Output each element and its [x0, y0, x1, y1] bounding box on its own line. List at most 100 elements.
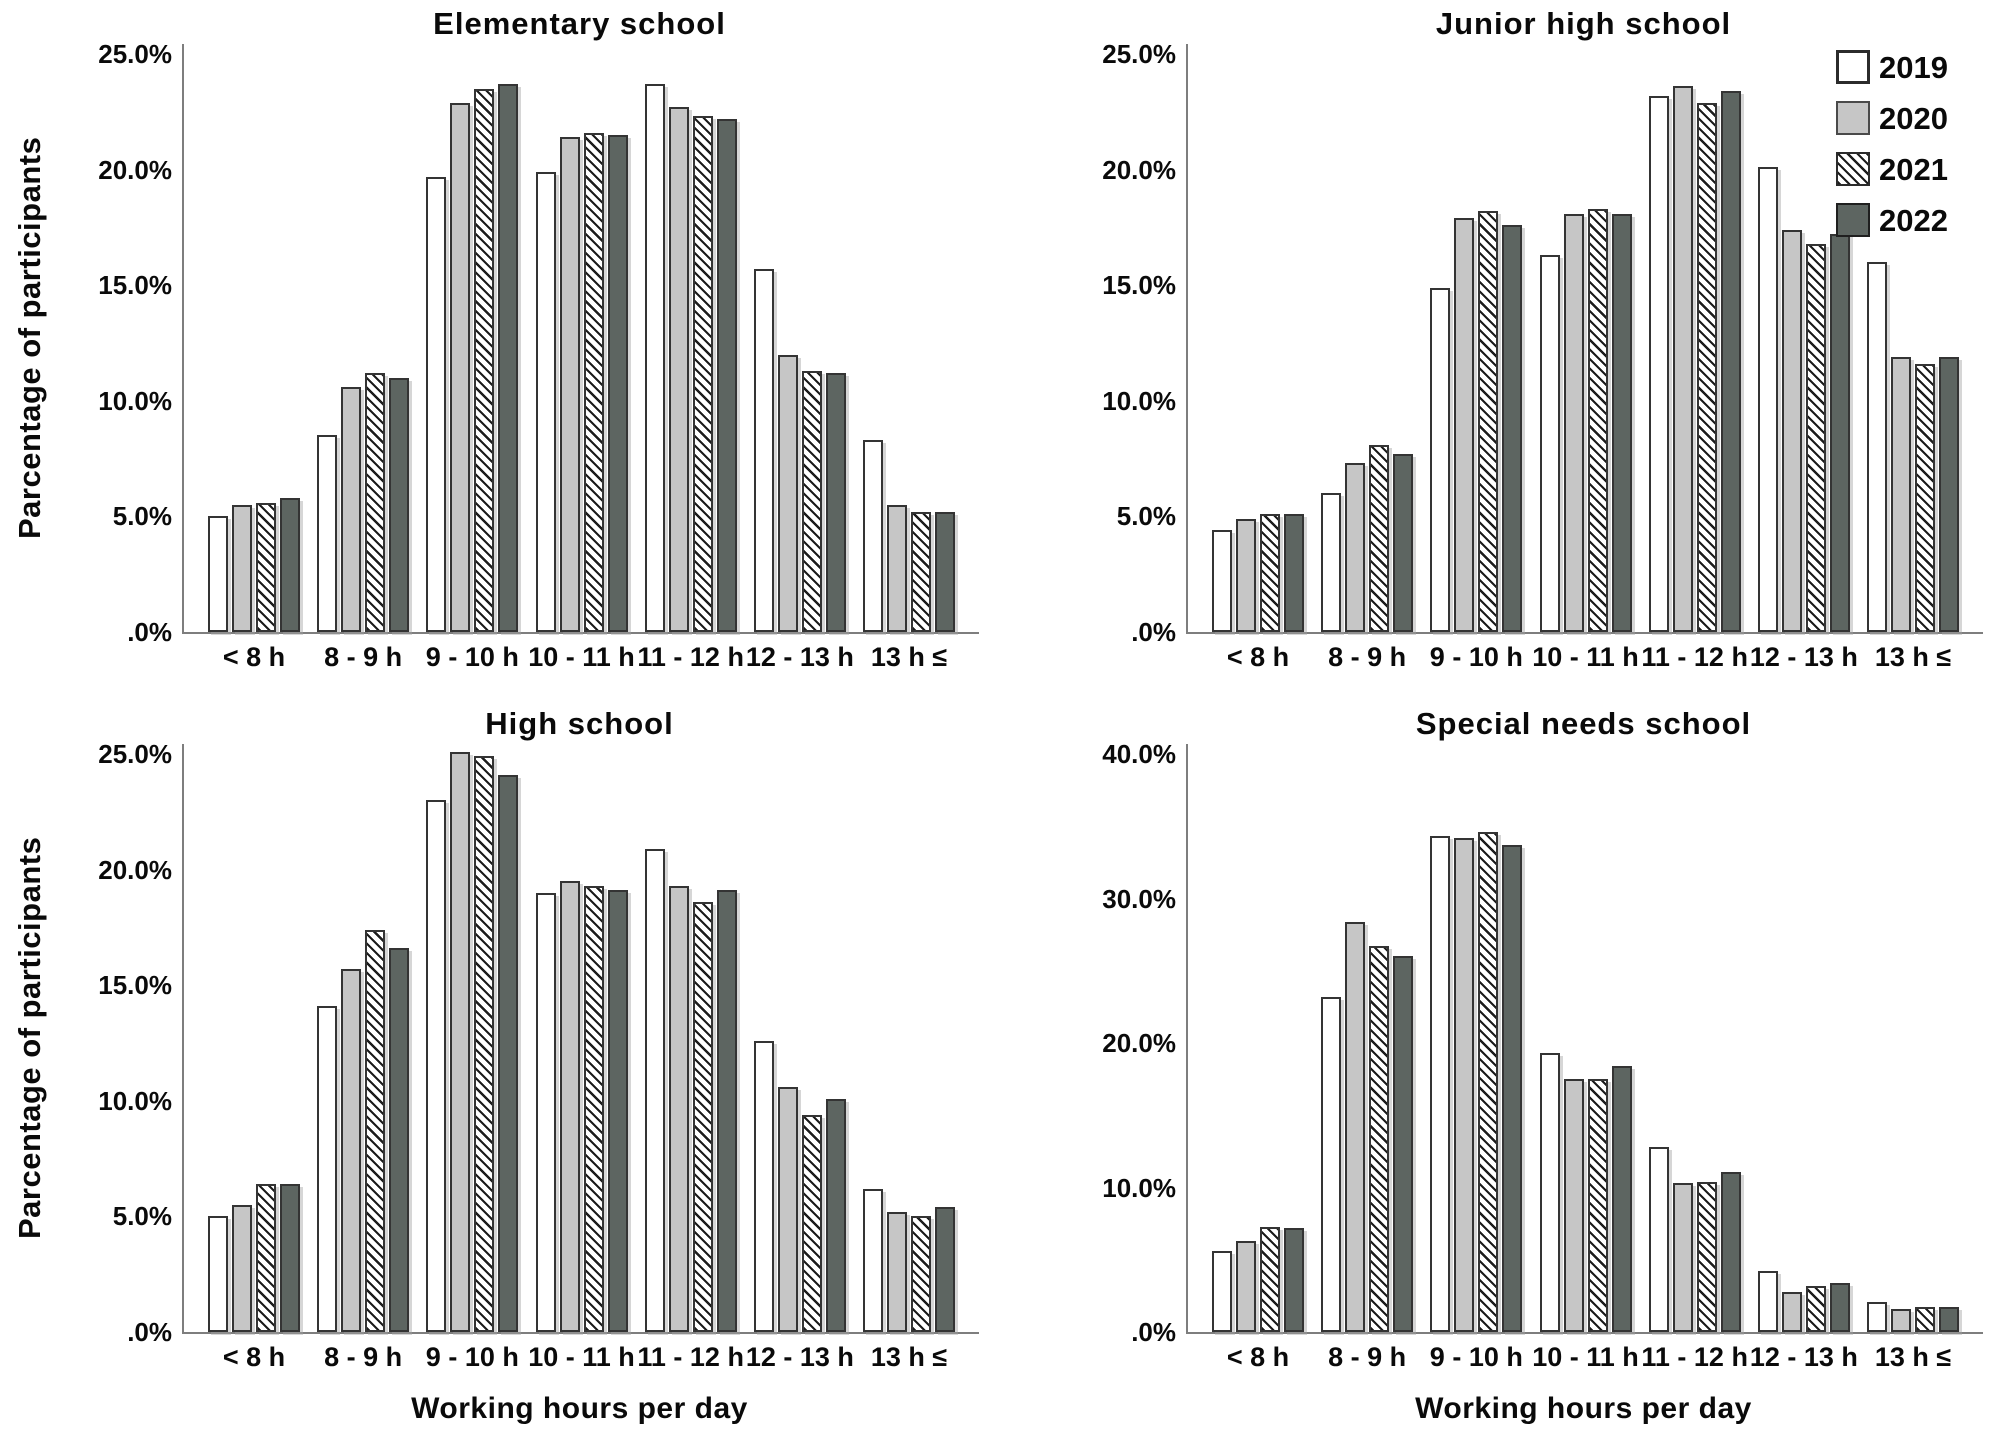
x-tick-label: 8 - 9 h: [324, 642, 403, 672]
panel-elementary-school: Elementary school Parcentage of particip…: [0, 0, 1004, 700]
legend-swatch-2021: [1836, 152, 1870, 186]
bar-2022: [280, 1184, 300, 1332]
bar-2021: [583, 885, 604, 1332]
y-tick-label: 15.0%: [1102, 270, 1176, 301]
bar-group: [753, 744, 846, 1332]
bar-2019: [1539, 255, 1560, 632]
bar-group: [1430, 744, 1523, 1332]
bar-group: [535, 44, 628, 632]
bar-2020: [1236, 518, 1256, 632]
y-tick-label: 5.0%: [112, 1201, 172, 1232]
bar-2022: [607, 134, 628, 632]
bar-2021: [911, 511, 932, 632]
chart-title: High school: [485, 706, 674, 741]
x-tick-label: 10 - 11 h: [528, 1342, 635, 1372]
bar-2021: [474, 756, 495, 1332]
bar-2022: [1611, 213, 1632, 632]
bar-2021: [911, 1216, 932, 1332]
bar-2019: [1757, 1271, 1778, 1332]
bar-group: [863, 744, 956, 1332]
y-axis-title: Parcentage of participants: [12, 136, 47, 540]
bar-2021: [1369, 444, 1390, 632]
bar-2022: [1502, 845, 1523, 1332]
y-tick-label: 25.0%: [98, 39, 172, 69]
legend-label-2019: 2019: [1879, 49, 1948, 85]
bar-2020: [232, 1204, 252, 1332]
bar-group: [1212, 744, 1304, 1332]
bar-group: [1430, 44, 1523, 632]
bar-2022: [825, 1098, 846, 1332]
panel-junior-high-school: Junior high school .0% 5.0% 10.0% 15.0% 20.0…: [1004, 0, 2008, 700]
x-tick-label: 12 - 13 h: [745, 642, 854, 672]
bar-2021: [1915, 1307, 1936, 1332]
bar-group: [863, 44, 956, 632]
x-tick-label: 9 - 10 h: [1429, 642, 1523, 672]
chart-title: Junior high school: [1435, 6, 1732, 41]
bar-2021: [1478, 211, 1499, 632]
bar-2021: [1696, 102, 1717, 632]
legend-label-2020: 2020: [1879, 100, 1948, 136]
bar-2020: [668, 885, 689, 1332]
bar-group: [426, 44, 519, 632]
bar-2022: [1393, 453, 1414, 632]
bar-2019: [317, 435, 338, 632]
bar-group: [1212, 44, 1304, 632]
legend-item-2019: 2019: [1836, 50, 1948, 84]
legend-item-2022: 2022: [1836, 203, 1948, 237]
bar-group: [644, 744, 737, 1332]
bar-group: [1867, 744, 1960, 1332]
y-tick-label: 10.0%: [1102, 1172, 1176, 1203]
bar-2021: [801, 370, 822, 632]
bar-2022: [607, 890, 628, 1332]
bar-2020: [887, 1211, 908, 1332]
y-tick-label: 5.0%: [112, 501, 172, 532]
legend-label-2021: 2021: [1879, 151, 1948, 187]
x-tick-label: 11 - 12 h: [1641, 1342, 1748, 1372]
y-tick-label: 10.0%: [1102, 385, 1176, 416]
bar-group: [753, 44, 846, 632]
bar-2021: [1369, 946, 1390, 1332]
bar-2022: [498, 84, 519, 632]
bar-2019: [753, 269, 774, 632]
bar-2019: [426, 176, 447, 632]
bar-2022: [1502, 225, 1523, 632]
plot-area: .0% 5.0% 10.0% 15.0% 20.0% 25.0% < 8 h 8 - 9 h 9…: [98, 741, 979, 1371]
y-tick-label: .0%: [1131, 1317, 1176, 1347]
bar-2022: [1393, 956, 1414, 1332]
legend-label-2022: 2022: [1879, 202, 1948, 238]
bar-2021: [1587, 1079, 1608, 1332]
bar-2019: [535, 892, 556, 1332]
bar-2021: [256, 502, 276, 632]
legend-swatch-2019: [1836, 50, 1870, 84]
x-axis-title: Working hours per day: [411, 1392, 748, 1425]
x-tick-label: 13 h ≤: [1874, 642, 1952, 672]
bar-2019: [1648, 1147, 1669, 1332]
bar-2020: [668, 107, 689, 632]
bar-2019: [644, 848, 665, 1332]
bar-group: [1757, 44, 1850, 632]
bar-2021: [1587, 208, 1608, 632]
bar-2022: [1939, 356, 1960, 632]
bar-2019: [1757, 167, 1778, 632]
bar-2020: [232, 504, 252, 632]
bar-2020: [1454, 837, 1475, 1332]
bar-2020: [341, 969, 362, 1332]
y-tick-label: 20.0%: [98, 154, 172, 185]
bar-group: [317, 44, 410, 632]
legend-swatch-2020: [1836, 101, 1870, 135]
bar-2020: [559, 137, 580, 632]
bar-2021: [256, 1184, 276, 1332]
bar-2020: [1781, 1291, 1802, 1332]
y-tick-label: .0%: [1131, 617, 1176, 647]
x-tick-label: 8 - 9 h: [324, 1342, 403, 1372]
bar-group: [1539, 44, 1632, 632]
x-tick-label: 13 h ≤: [870, 642, 948, 672]
bar-2022: [1829, 1282, 1850, 1332]
bar-2020: [777, 354, 798, 632]
bar-2020: [341, 386, 362, 632]
x-tick-label: 13 h ≤: [1874, 1342, 1952, 1372]
bar-2019: [1430, 287, 1451, 632]
bar-group: [317, 744, 410, 1332]
bar-group: [1757, 744, 1850, 1332]
bar-2019: [1648, 95, 1669, 632]
